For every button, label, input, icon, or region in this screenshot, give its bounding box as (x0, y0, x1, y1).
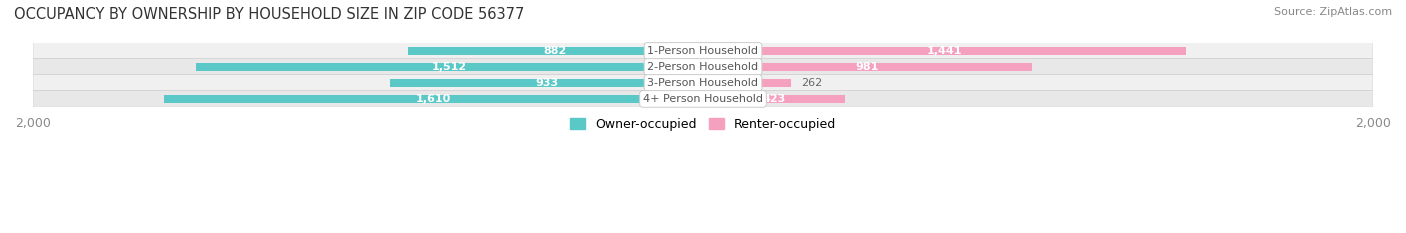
Bar (197, 63, 703, 71)
Bar (391, 79, 703, 87)
FancyBboxPatch shape (32, 59, 1374, 75)
FancyBboxPatch shape (32, 91, 1374, 107)
Text: Source: ZipAtlas.com: Source: ZipAtlas.com (1274, 7, 1392, 17)
FancyBboxPatch shape (32, 75, 1374, 91)
Text: 3-Person Household: 3-Person Household (648, 78, 758, 88)
Text: 1,512: 1,512 (432, 62, 467, 72)
Text: 262: 262 (801, 78, 823, 88)
Bar (703, 63, 1032, 71)
Bar (703, 95, 845, 103)
Text: 1-Person Household: 1-Person Household (648, 46, 758, 56)
Bar (703, 79, 790, 87)
Text: 1,610: 1,610 (416, 94, 451, 104)
Text: 1,441: 1,441 (927, 46, 962, 56)
Text: 4+ Person Household: 4+ Person Household (643, 94, 763, 104)
Text: 423: 423 (762, 94, 786, 104)
Bar (703, 47, 1185, 55)
Legend: Owner-occupied, Renter-occupied: Owner-occupied, Renter-occupied (565, 113, 841, 136)
Text: 2-Person Household: 2-Person Household (647, 62, 759, 72)
Bar (408, 47, 703, 55)
FancyBboxPatch shape (32, 43, 1374, 59)
Text: 981: 981 (856, 62, 879, 72)
Text: 882: 882 (544, 46, 567, 56)
Text: 933: 933 (536, 78, 558, 88)
Text: OCCUPANCY BY OWNERSHIP BY HOUSEHOLD SIZE IN ZIP CODE 56377: OCCUPANCY BY OWNERSHIP BY HOUSEHOLD SIZE… (14, 7, 524, 22)
Bar (163, 95, 703, 103)
